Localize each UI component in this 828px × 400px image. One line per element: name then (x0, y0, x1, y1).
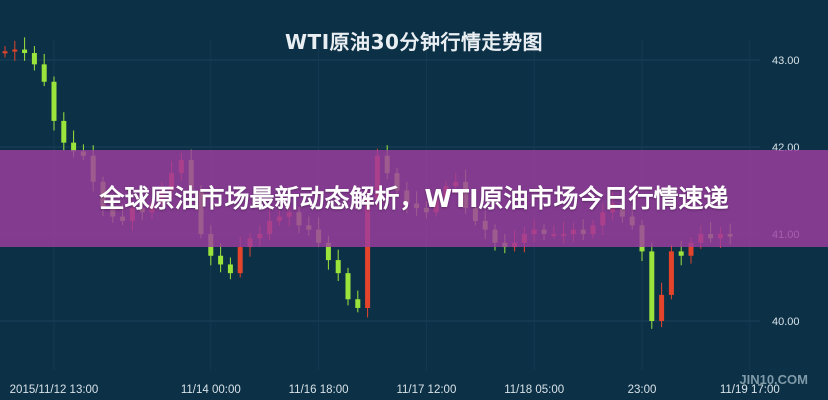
candle-body (355, 299, 361, 308)
candle-body (688, 242, 694, 256)
candle-body (345, 273, 351, 300)
candle-body (41, 64, 47, 82)
candle-body (678, 251, 684, 256)
headline-banner: 全球原油市场最新动态解析，WTI原油市场今日行情速递 (0, 150, 828, 247)
candle-body (31, 53, 37, 65)
candle-body (61, 120, 67, 143)
y-tick-label: 43.00 (772, 55, 800, 67)
candle-body (237, 247, 243, 274)
headline-text: 全球原油市场最新动态解析，WTI原油市场今日行情速递 (99, 183, 729, 213)
x-tick-label: 11/19 17:00 (720, 384, 780, 396)
candle-body (227, 264, 233, 274)
candle-body (51, 81, 57, 121)
candle-body (659, 294, 665, 321)
candle-body (22, 49, 28, 54)
candle-body (71, 142, 77, 152)
candle-body (325, 242, 331, 261)
x-tick-label: 11/18 05:00 (504, 384, 564, 396)
candle-body (668, 251, 674, 295)
watermark: JIN10.COM (739, 372, 808, 387)
candle-body (218, 255, 224, 265)
x-tick-label: 11/16 18:00 (289, 384, 349, 396)
candle-body (2, 51, 8, 54)
x-tick-label: 2015/11/12 13:00 (10, 384, 99, 396)
x-tick-label: 11/14 00:00 (181, 384, 241, 396)
x-tick-label: 11/17 12:00 (396, 384, 456, 396)
y-tick-label: 40.00 (772, 316, 800, 328)
candle-body (649, 251, 655, 321)
chart-title: WTI原油30分钟行情走势图 (285, 30, 543, 54)
candle-body (365, 199, 371, 308)
candle-body (12, 49, 18, 52)
x-tick-label: 23:00 (628, 384, 657, 396)
candle-body (335, 260, 341, 274)
